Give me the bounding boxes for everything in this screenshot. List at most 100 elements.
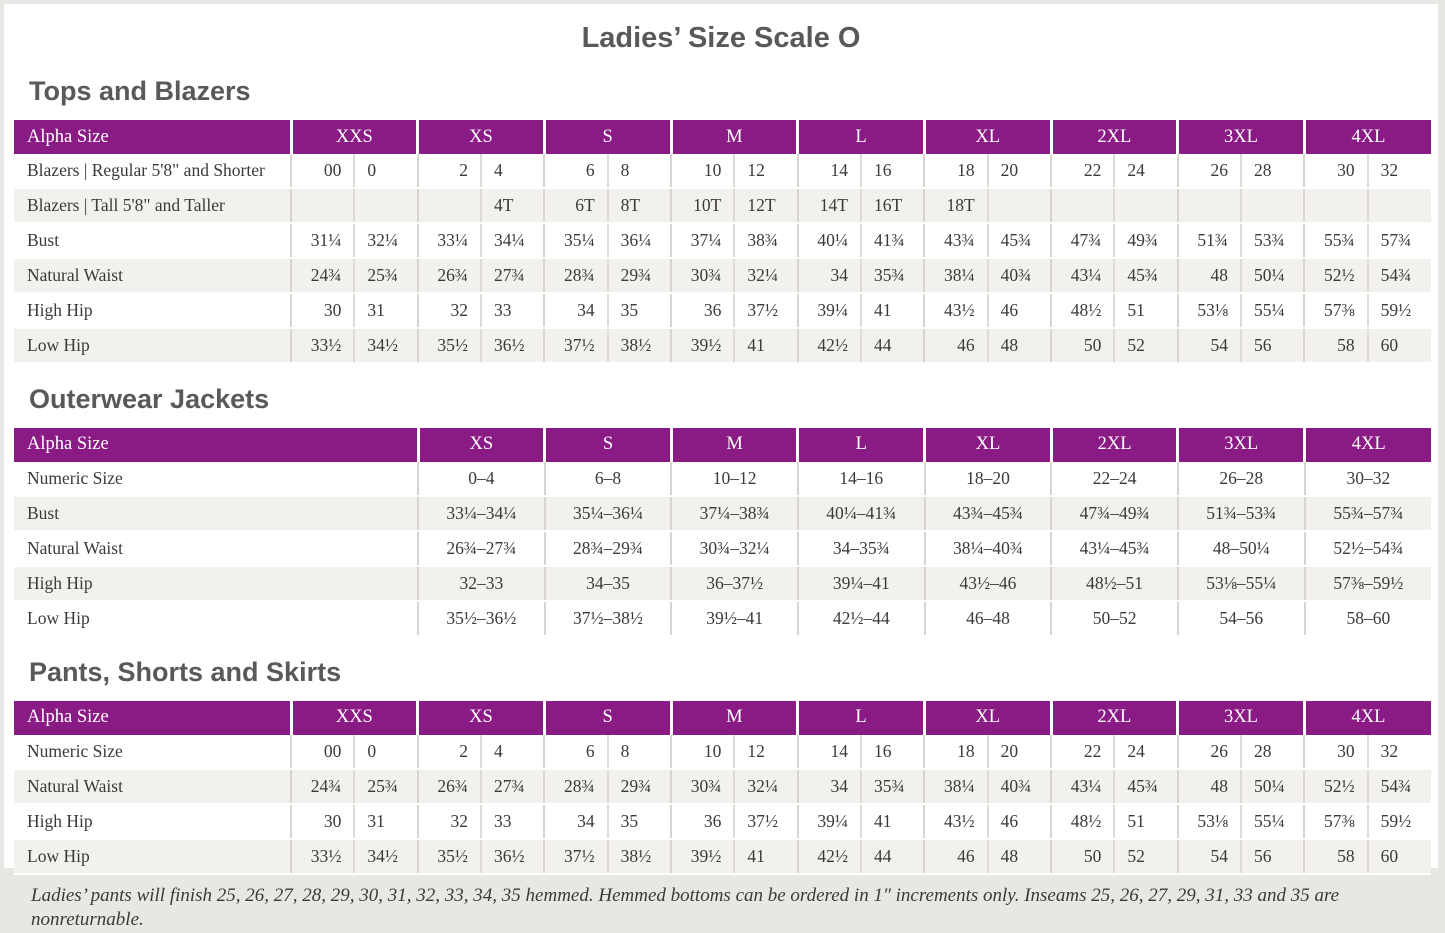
- size-cell: 59½: [1366, 293, 1432, 329]
- size-cell: 00: [289, 734, 355, 770]
- size-cell: 53¾: [1239, 223, 1305, 259]
- size-cell: 48½: [1049, 803, 1115, 840]
- table-row-low-hip: Low Hip 35½–36½ 37½–38½ 39½–41 42½–44 46–48 50…: [14, 600, 1432, 637]
- size-cell: 46: [986, 803, 1051, 840]
- size-cell: 12: [733, 154, 798, 189]
- table-row-natural-waist: Natural Waist 24¾ 25¾ 26¾ 27¾ 28¾ 29¾ 30¾ 32¼ 34 3…: [14, 258, 1432, 294]
- size-cell: 32–33: [417, 565, 545, 602]
- size-cell: 30¾: [669, 768, 735, 805]
- size-cell: 57⅜: [1303, 803, 1368, 840]
- size-cell: [353, 188, 418, 224]
- size-cell: 16: [859, 734, 925, 770]
- row-label: Blazers | Tall 5'8" and Taller: [14, 188, 291, 224]
- section-outerwear-jackets: Outerwear Jackets Alpha Size XS S M L XL 2XL 3XL…: [4, 383, 1438, 637]
- size-cell: 46: [986, 293, 1051, 329]
- size-cell: 56: [1239, 838, 1305, 875]
- size-header-xl: XL: [922, 700, 1051, 735]
- size-header-3xl: 3XL: [1176, 427, 1305, 462]
- size-cell: 29¾: [606, 258, 671, 294]
- size-cell: 0: [353, 734, 418, 770]
- size-cell: 24: [1113, 734, 1178, 770]
- tables-host: Tops and Blazers Alpha Size XXS XS S M L XL 2XL 3…: [4, 75, 1438, 875]
- size-cell: 34½: [353, 328, 418, 364]
- size-cell: 4: [479, 154, 545, 189]
- size-cell: 39¼: [796, 803, 861, 840]
- size-cell: 37½–38½: [543, 600, 672, 637]
- table-row-low-hip: Low Hip 33½ 34½ 35½ 36½ 37½ 38½ 39½ 41 42½ 44 46 48 5…: [14, 838, 1432, 875]
- size-cell: 58–60: [1303, 600, 1432, 637]
- size-cell: 35¾: [859, 768, 925, 805]
- size-cell: 14T: [796, 188, 861, 224]
- size-cell: 37½: [543, 838, 608, 875]
- size-cell: 36½: [479, 328, 545, 364]
- size-cell: 24¾: [289, 768, 355, 805]
- size-cell: 30: [1303, 734, 1368, 770]
- size-cell: 55¼: [1239, 293, 1305, 329]
- size-cell: 50–52: [1050, 600, 1178, 637]
- size-cell: 57⅜–59½: [1303, 565, 1432, 602]
- size-cell: [1176, 188, 1241, 224]
- row-label: Low Hip: [14, 600, 418, 637]
- size-cell: 34: [796, 768, 861, 805]
- size-cell: 40¾: [986, 768, 1051, 805]
- size-cell: 32: [416, 293, 481, 329]
- size-cell: 00: [289, 154, 355, 189]
- size-cell: 39½–41: [670, 600, 798, 637]
- size-cell: 36–37½: [670, 565, 798, 602]
- size-cell: 32¼: [733, 768, 798, 805]
- header-row: Alpha Size XS S M L XL 2XL 3XL 4XL: [14, 427, 1432, 462]
- size-cell: 47¾–49¾: [1050, 495, 1178, 532]
- table-row-bust: Bust 33¼–34¼ 35¼–36¼ 37¼–38¾ 40¼–41¾ 43¾–45¾ 4…: [14, 495, 1432, 532]
- size-cell: 14–16: [796, 461, 925, 497]
- size-header-3xl: 3XL: [1176, 120, 1305, 154]
- size-cell: 54: [1176, 838, 1241, 875]
- size-cell: 50¼: [1239, 258, 1305, 294]
- size-cell: 4T: [479, 188, 545, 224]
- size-cell: 45¾: [1113, 258, 1178, 294]
- header-row: Alpha Size XXS XS S M L XL 2XL 3XL 4XL: [14, 700, 1432, 735]
- size-cell: 27¾: [479, 258, 545, 294]
- size-cell: 18: [923, 154, 988, 189]
- table-row-natural-waist: Natural Waist 26¾–27¾ 28¾–29¾ 30¾–32¼ 34–35¾…: [14, 530, 1432, 567]
- table-row-natural-waist: Natural Waist 24¾ 25¾ 26¾ 27¾ 28¾ 29¾ 30¾ 32¼ 34 3…: [14, 768, 1432, 805]
- section-tops-and-blazers: Tops and Blazers Alpha Size XXS XS S M L XL 2XL 3…: [4, 75, 1438, 364]
- size-cell: 41: [859, 803, 925, 840]
- size-cell: 12T: [733, 188, 798, 224]
- size-cell: 43¾: [923, 223, 988, 259]
- size-header-l: L: [796, 120, 925, 154]
- size-cell: 22: [1049, 734, 1115, 770]
- size-header-s: S: [542, 700, 671, 735]
- size-cell: 52½: [1303, 258, 1368, 294]
- size-cell: 58: [1303, 328, 1368, 364]
- size-cell: 22: [1049, 154, 1115, 189]
- size-cell: 38½: [606, 328, 671, 364]
- row-label: Bust: [14, 223, 291, 259]
- row-label: Numeric Size: [14, 461, 418, 497]
- size-header-xxs: XXS: [289, 120, 418, 154]
- size-cell: [1303, 188, 1368, 224]
- size-cell: 55¼: [1239, 803, 1305, 840]
- size-cell: 10–12: [670, 461, 798, 497]
- size-cell: 41: [733, 328, 798, 364]
- size-cell: 37½: [733, 803, 798, 840]
- size-cell: 30: [1303, 154, 1368, 189]
- size-cell: 48½–51: [1050, 565, 1178, 602]
- size-cell: 53⅛–55¼: [1176, 565, 1305, 602]
- size-header-xl: XL: [922, 120, 1051, 154]
- row-label: Numeric Size: [14, 734, 291, 770]
- row-label: Low Hip: [14, 328, 291, 364]
- size-cell: 33¼–34¼: [417, 495, 545, 532]
- size-cell: 27¾: [479, 768, 545, 805]
- table-row-high-hip: High Hip 30 31 32 33 34 35 36 37½ 39¼ 41 43½ 46 48½ 51…: [14, 293, 1432, 329]
- size-header-xxs: XXS: [289, 700, 418, 735]
- size-cell: 30: [289, 293, 355, 329]
- row-label: Low Hip: [14, 838, 291, 875]
- size-cell: 33¼: [416, 223, 481, 259]
- row-label: High Hip: [14, 293, 291, 329]
- size-header-xl: XL: [923, 427, 1052, 462]
- size-cell: 55¾: [1303, 223, 1368, 259]
- size-cell: 57⅜: [1303, 293, 1368, 329]
- row-label: Natural Waist: [14, 530, 418, 567]
- size-cell: 20: [986, 734, 1051, 770]
- size-cell: 53⅛: [1176, 803, 1241, 840]
